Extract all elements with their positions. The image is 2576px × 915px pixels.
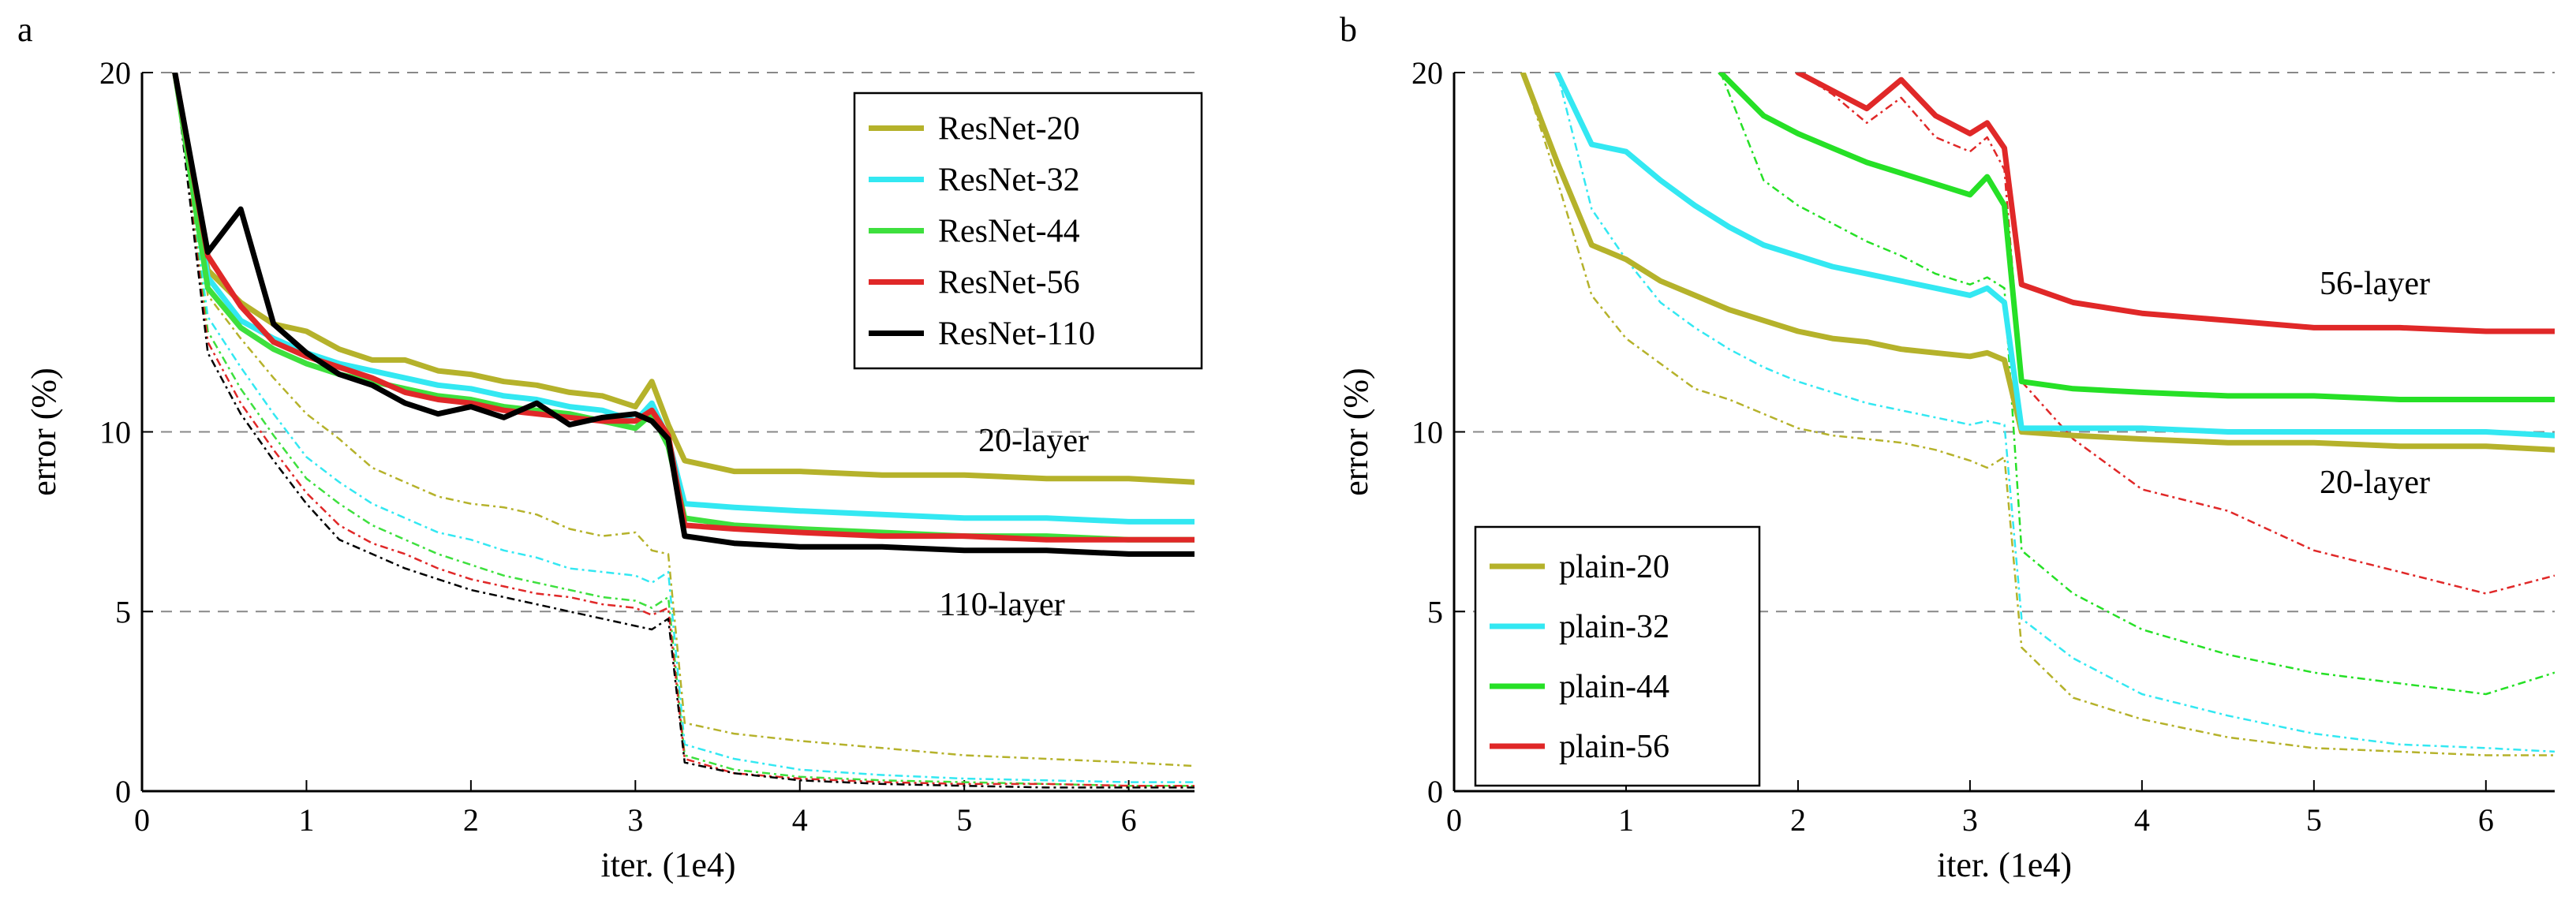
x-tick-label: 2: [463, 802, 479, 838]
legend-label: ResNet-56: [938, 265, 1080, 301]
series-line-resnet-20-test-bold: [172, 73, 1195, 485]
x-tick-label: 5: [956, 802, 972, 838]
legend-label: plain-56: [1559, 729, 1669, 765]
series-line-resnet-110-train-dashed: [174, 73, 1195, 789]
x-tick-label: 1: [1618, 802, 1634, 838]
legend-label: ResNet-20: [938, 111, 1080, 148]
series-line-resnet-20-train-dashed: [174, 73, 1195, 767]
series-line-plain-20-test-bold: [1520, 73, 2555, 453]
y-tick-label: 0: [1427, 774, 1443, 809]
x-tick-label: 3: [627, 802, 643, 838]
y-tick-label: 20: [99, 55, 131, 91]
series-line-plain-32-test-bold: [1554, 73, 2555, 439]
x-tick-label: 4: [792, 802, 808, 838]
annotation-label: 20-layer: [2320, 465, 2430, 501]
y-tick-label: 20: [1411, 55, 1443, 91]
panel-letter-a: a: [17, 10, 33, 49]
y-tick-label: 5: [1427, 594, 1443, 629]
panel-b-chart: 0 1 2 3 4 5 6 0 5 10 20 iter. (1e4) error (%) 56-laye…: [1337, 55, 2555, 884]
y-axis-label: error (%): [24, 368, 63, 495]
x-axis-label: iter. (1e4): [600, 846, 735, 884]
annotation-label: 20-layer: [978, 423, 1089, 459]
series-line-plain-44-test-bold: [1718, 73, 2555, 402]
series-line-plain-32-train-dashed: [1556, 73, 2555, 753]
x-tick-label: 4: [2134, 802, 2150, 838]
legend-label: plain-44: [1559, 669, 1669, 705]
legend-label: ResNet-110: [938, 316, 1095, 353]
x-tick-label: 6: [1121, 802, 1137, 838]
series-line-plain-56-test-bold: [1795, 73, 2555, 334]
y-tick-label: 10: [99, 415, 131, 450]
legend-box: [1474, 525, 1761, 787]
x-tick-label: 5: [2306, 802, 2322, 838]
series-line-resnet-44-test-bold: [172, 73, 1195, 543]
legend-label: plain-32: [1559, 609, 1669, 645]
legend-label: plain-20: [1559, 549, 1669, 585]
x-tick-label: 1: [298, 802, 314, 838]
series-line-plain-56-train-dashed: [1797, 73, 2555, 595]
legend-label: ResNet-32: [938, 162, 1080, 199]
y-tick-label: 0: [115, 774, 131, 809]
series-line-plain-44-train-dashed: [1719, 73, 2555, 696]
series-line-resnet-44-train-dashed: [174, 73, 1195, 787]
y-tick-label: 5: [115, 594, 131, 629]
x-tick-label: 3: [1962, 802, 1978, 838]
legend-label: ResNet-44: [938, 214, 1080, 250]
x-tick-label: 0: [134, 802, 150, 838]
annotation-label: 56-layer: [2320, 266, 2430, 302]
series-line-resnet-32-train-dashed: [174, 73, 1195, 783]
panel-a-chart: 0 1 2 3 4 5 6 0 5 10 20 iter. (1e4) error (%) 20-laye…: [24, 55, 1203, 884]
y-tick-label: 10: [1411, 415, 1443, 450]
series-line-resnet-110-test-bold: [172, 73, 1195, 557]
x-tick-label: 2: [1790, 802, 1806, 838]
x-axis-label: iter. (1e4): [1937, 846, 2072, 884]
x-tick-label: 6: [2478, 802, 2494, 838]
y-axis-label: error (%): [1337, 368, 1375, 495]
series-line-resnet-56-test-bold: [172, 73, 1195, 543]
annotation-label: 110-layer: [939, 587, 1064, 623]
panel-letter-b: b: [1340, 10, 1357, 49]
x-tick-label: 0: [1446, 802, 1462, 838]
series-line-plain-20-train-dashed: [1522, 73, 2555, 756]
